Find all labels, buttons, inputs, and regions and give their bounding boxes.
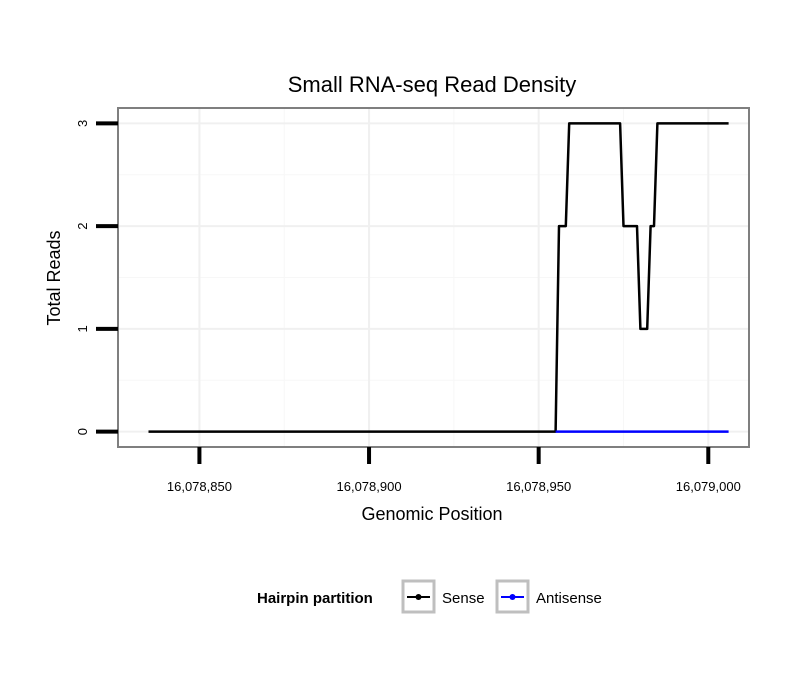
series-line-sense — [148, 122, 729, 433]
y-tick-label: 1 — [75, 325, 90, 332]
legend-item-sense: Sense — [401, 579, 485, 614]
minor-gridlines — [118, 108, 749, 447]
legend-title: Hairpin partition — [257, 590, 373, 607]
legend-point-sense — [415, 594, 422, 600]
x-tick-label: 16,079,000 — [676, 479, 741, 494]
x-axis-title: Genomic Position — [361, 504, 502, 524]
y-tick-label: 2 — [75, 223, 90, 230]
y-tick-label: 3 — [75, 120, 90, 127]
y-tick-label: 0 — [75, 428, 90, 435]
x-tick-label: 16,078,950 — [506, 479, 571, 494]
plot-panel — [117, 107, 750, 448]
series-layer — [148, 122, 729, 433]
legend-label-antisense: Antisense — [536, 590, 602, 607]
y-axis-title: Total Reads — [44, 230, 64, 325]
legend-item-antisense: Antisense — [495, 579, 602, 614]
legend-label-sense: Sense — [442, 590, 485, 607]
y-axis: 0 1 2 3 — [75, 120, 118, 435]
legend-point-antisense — [509, 594, 516, 600]
x-tick-label: 16,078,900 — [337, 479, 402, 494]
x-tick-label: 16,078,850 — [167, 479, 232, 494]
x-axis: 16,078,850 16,078,900 16,078,950 16,079,000 — [167, 447, 741, 494]
chart-title: Small RNA-seq Read Density — [288, 72, 577, 97]
legend: Hairpin partition Sense Antisense — [257, 579, 602, 614]
